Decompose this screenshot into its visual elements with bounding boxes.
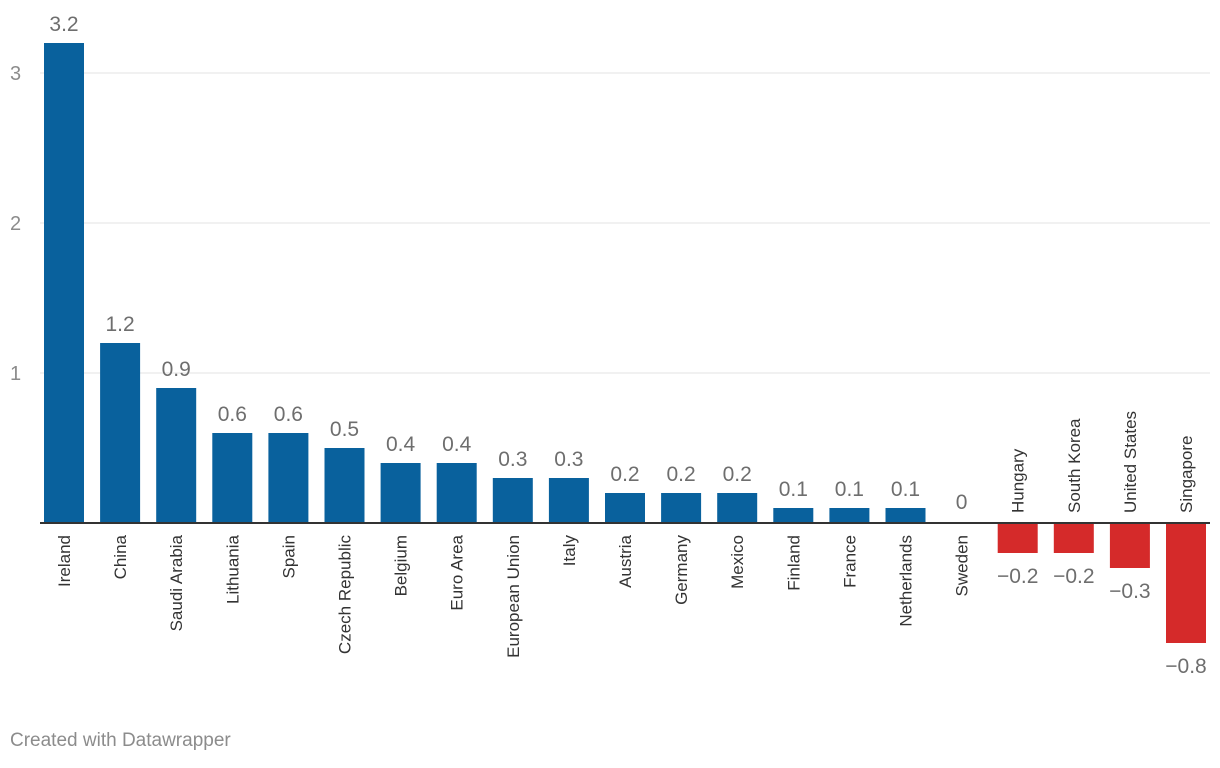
bar	[773, 508, 814, 523]
bar	[44, 43, 84, 523]
bar-chart: 1 2 3 3.2 1.2 0.9 0.6 0.6 0.5 0.4 0.4 0.3 0.3 0.2 0.2…	[10, 13, 1210, 678]
y-tick-label: 1	[10, 363, 21, 385]
credit-text: Created with Datawrapper	[10, 730, 231, 751]
category-label: Germany	[672, 535, 691, 605]
bar	[885, 508, 926, 523]
category-label: United States	[1121, 411, 1140, 513]
bars	[44, 43, 1206, 643]
value-label: 0.6	[274, 403, 303, 426]
bar	[156, 388, 197, 523]
value-label: 0.5	[330, 418, 359, 441]
value-label: 0	[956, 491, 968, 514]
bar	[100, 343, 141, 523]
bar	[829, 508, 870, 523]
bar	[492, 478, 533, 523]
category-label: Singapore	[1177, 435, 1196, 513]
value-label: 0.9	[162, 358, 191, 381]
category-label: Netherlands	[897, 535, 916, 627]
category-label: France	[840, 535, 859, 588]
category-label: European Union	[504, 535, 523, 658]
value-label: 0.4	[386, 433, 416, 456]
value-label: −0.3	[1109, 580, 1150, 603]
category-label: Italy	[560, 535, 579, 567]
value-label: 0.2	[610, 463, 639, 486]
bar	[605, 493, 645, 523]
value-label: 0.3	[554, 448, 583, 471]
value-labels: 3.2 1.2 0.9 0.6 0.6 0.5 0.4 0.4 0.3 0.3 0.2 0.2 0.2 0…	[49, 13, 1206, 678]
bar	[324, 448, 365, 523]
category-label: Ireland	[55, 535, 74, 587]
category-label: Lithuania	[223, 534, 242, 604]
value-label: 0.4	[442, 433, 472, 456]
grid-lines: 1 2 3	[10, 63, 1210, 385]
category-labels: Ireland China Saudi Arabia Lithuania Spain Cz…	[55, 411, 1196, 658]
category-label: Sweden	[953, 535, 972, 596]
category-label: Saudi Arabia	[167, 534, 186, 631]
value-label: 0.3	[498, 448, 527, 471]
value-label: 0.1	[891, 478, 920, 501]
bar	[548, 478, 589, 523]
category-label: Czech Republic	[336, 535, 355, 655]
value-label: 3.2	[49, 13, 78, 36]
bar	[436, 463, 477, 523]
value-label: 0.6	[218, 403, 247, 426]
y-tick-label: 2	[10, 213, 21, 235]
bar	[380, 463, 421, 523]
bar	[1053, 523, 1094, 553]
value-label: 0.2	[723, 463, 752, 486]
category-label: Euro Area	[448, 534, 467, 610]
category-label: Mexico	[728, 535, 747, 589]
category-label: Belgium	[392, 535, 411, 596]
bar	[1109, 523, 1150, 568]
bar	[997, 523, 1038, 553]
category-label: Hungary	[1009, 448, 1028, 513]
category-label: Spain	[279, 535, 298, 578]
y-tick-label: 3	[10, 63, 21, 85]
category-label: China	[111, 534, 130, 579]
category-label: South Korea	[1065, 418, 1084, 513]
value-label: −0.8	[1165, 655, 1206, 678]
value-label: 0.1	[779, 478, 808, 501]
bar	[717, 493, 758, 523]
bar	[212, 433, 253, 523]
category-label: Finland	[784, 535, 803, 591]
value-label: 0.1	[835, 478, 864, 501]
bar	[661, 493, 702, 523]
bar	[268, 433, 309, 523]
value-label: −0.2	[997, 565, 1038, 588]
bar	[1166, 523, 1206, 643]
category-label: Austria	[616, 534, 635, 587]
value-label: 0.2	[666, 463, 695, 486]
value-label: 1.2	[105, 313, 134, 336]
value-label: −0.2	[1053, 565, 1094, 588]
